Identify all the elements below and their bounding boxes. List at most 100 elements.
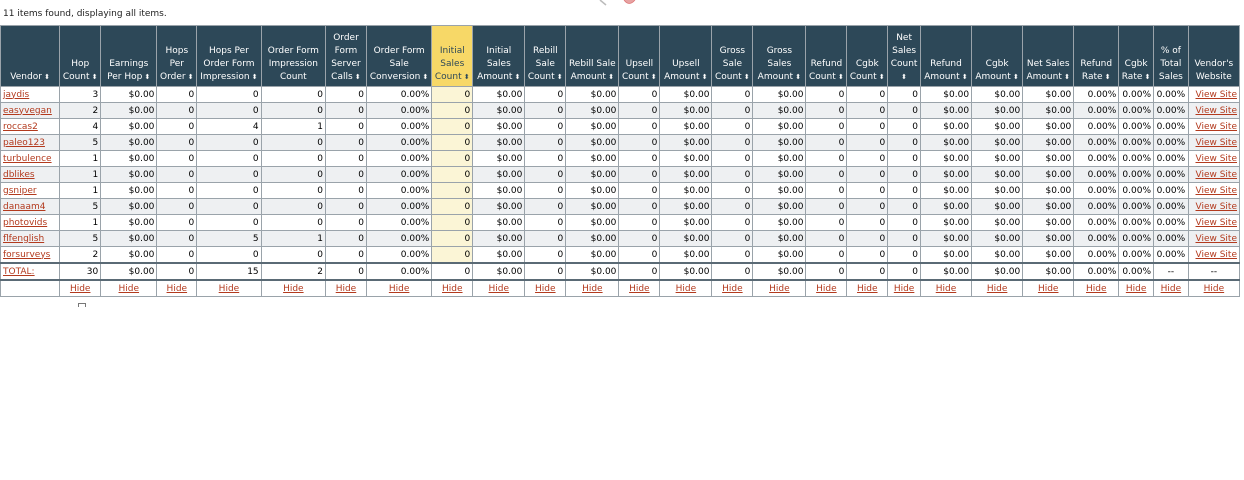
cell-order-form-sale-conversion: 0.00% <box>365 198 433 215</box>
column-header-rebill-sale-count[interactable]: Rebill Sale Count ⬍ <box>524 25 567 87</box>
view-site-link[interactable]: View Site <box>1195 201 1238 212</box>
hide-column-cgbk-amount-link[interactable]: Hide <box>986 283 1008 294</box>
column-header-initial-sales-count[interactable]: Initial Sales Count ⬍ <box>431 25 474 87</box>
view-site-link[interactable]: View Site <box>1195 233 1238 244</box>
hide-column-refund-count-link[interactable]: Hide <box>816 283 837 294</box>
hide-column-hop-count-link[interactable]: Hide <box>69 283 91 294</box>
column-header-gross-sale-count[interactable]: Gross Sale Count ⬍ <box>711 25 754 87</box>
sort-arrows-icon[interactable]: ⬍ <box>699 73 708 81</box>
vendor-link[interactable]: roccas2 <box>3 121 38 132</box>
column-header-vendor[interactable]: Vendor ⬍ <box>0 25 61 87</box>
sort-arrows-icon[interactable]: ⬍ <box>1102 73 1111 81</box>
column-header-hops-per-order-form-impression[interactable]: Hops Per Order Form Impression ⬍ <box>196 25 262 87</box>
hide-column-upsell-amount-link[interactable]: Hide <box>675 283 697 294</box>
sort-arrows-icon[interactable]: ⬍ <box>648 73 657 81</box>
hide-column-gross-sale-count-link[interactable]: Hide <box>722 283 743 294</box>
vendor-link[interactable]: gsniper <box>3 185 37 196</box>
column-header-upsell-amount[interactable]: Upsell Amount ⬍ <box>659 25 713 87</box>
sort-arrows-icon[interactable]: ⬍ <box>741 73 750 81</box>
vendor-link[interactable]: forsurveys <box>3 249 51 260</box>
sort-arrows-icon[interactable]: ⬍ <box>461 73 470 81</box>
hide-cell: Hide <box>805 279 848 297</box>
column-header-initial-sales-amount[interactable]: Initial Sales Amount ⬍ <box>472 25 526 87</box>
vendor-link[interactable]: jaydis <box>3 89 30 100</box>
hide-column-upsell-count-link[interactable]: Hide <box>629 283 650 294</box>
cell-upsell-count: 0 <box>618 246 661 264</box>
column-header-upsell-count[interactable]: Upsell Count ⬍ <box>618 25 661 87</box>
sort-arrows-icon[interactable]: ⬍ <box>185 73 194 81</box>
hide-column-refund-amount-link[interactable]: Hide <box>935 283 957 294</box>
hide-column-earnings-per-hop-link[interactable]: Hide <box>118 283 140 294</box>
total-link[interactable]: TOTAL: <box>3 266 35 277</box>
sort-arrows-icon[interactable]: ⬍ <box>1061 73 1070 81</box>
sort-arrows-icon[interactable]: ⬍ <box>901 73 908 81</box>
sort-arrows-icon[interactable]: ⬍ <box>835 73 844 81</box>
column-header-cgbk-rate[interactable]: Cgbk Rate ⬍ <box>1118 25 1154 87</box>
vendor-link[interactable]: danaam4 <box>3 201 46 212</box>
column-header-hop-count[interactable]: Hop Count ⬍ <box>59 25 102 87</box>
cell-refund-rate: 0.00% <box>1073 246 1120 264</box>
column-header-rebill-sale-amount[interactable]: Rebill Sale Amount ⬍ <box>565 25 620 87</box>
vendor-link[interactable]: flfenglish <box>3 233 45 244</box>
hide-column-order-form-impression-count-link[interactable]: Hide <box>283 283 304 294</box>
hide-column-hops-per-order-form-impression-link[interactable]: Hide <box>218 283 240 294</box>
column-header-gross-sales-amount[interactable]: Gross Sales Amount ⬍ <box>752 25 807 87</box>
hide-column-order-form-sale-conversion-link[interactable]: Hide <box>388 283 410 294</box>
hide-column-initial-sales-amount-link[interactable]: Hide <box>488 283 510 294</box>
hide-column-initial-sales-count-link[interactable]: Hide <box>442 283 463 294</box>
view-site-link[interactable]: View Site <box>1195 89 1238 100</box>
hide-column-vendor-s-website-link[interactable]: Hide <box>1203 283 1225 294</box>
hide-column-gross-sales-amount-link[interactable]: Hide <box>769 283 790 294</box>
vendor-link[interactable]: dblikes <box>3 169 35 180</box>
column-header-net-sales-count[interactable]: Net Sales Count ⬍ <box>887 25 921 87</box>
sort-arrows-icon[interactable]: ⬍ <box>793 73 802 81</box>
sort-arrows-icon[interactable]: ⬍ <box>41 73 50 81</box>
hide-column-refund-rate-link[interactable]: Hide <box>1086 283 1107 294</box>
column-header-refund-rate[interactable]: Refund Rate ⬍ <box>1073 25 1120 87</box>
cell-gross-sale-count: 0 <box>711 230 754 247</box>
view-site-link[interactable]: View Site <box>1195 137 1238 148</box>
view-site-link[interactable]: View Site <box>1195 105 1238 116</box>
hide-column-hops-per-order-link[interactable]: Hide <box>166 283 188 294</box>
sort-arrows-icon[interactable]: ⬍ <box>554 73 563 81</box>
view-site-link[interactable]: View Site <box>1195 249 1238 260</box>
vendor-link[interactable]: easyvegan <box>3 105 52 116</box>
sort-arrows-icon[interactable]: ⬍ <box>1142 73 1151 81</box>
column-header-order-form-sale-conversion[interactable]: Order Form Sale Conversion ⬍ <box>365 25 433 87</box>
sort-arrows-icon[interactable]: ⬍ <box>142 73 151 81</box>
view-site-link[interactable]: View Site <box>1195 185 1238 196</box>
hide-column-pct-of-total-sales-link[interactable]: Hide <box>1160 283 1182 294</box>
hide-column-net-sales-amount-link[interactable]: Hide <box>1037 283 1059 294</box>
sort-arrows-icon[interactable]: ⬍ <box>89 73 98 81</box>
sort-arrows-icon[interactable]: ⬍ <box>876 73 885 81</box>
view-site-link[interactable]: View Site <box>1195 169 1238 180</box>
view-site-link[interactable]: View Site <box>1195 121 1238 132</box>
vendor-link[interactable]: paleo123 <box>3 137 45 148</box>
column-header-order-form-server-calls[interactable]: Order Form Server Calls ⬍ <box>325 25 367 87</box>
sort-arrows-icon[interactable]: ⬍ <box>959 73 968 81</box>
footer-checkbox[interactable] <box>78 303 86 307</box>
sort-arrows-icon[interactable]: ⬍ <box>1010 73 1019 81</box>
hide-column-order-form-server-calls-link[interactable]: Hide <box>335 283 357 294</box>
hide-column-net-sales-count-link[interactable]: Hide <box>893 283 915 294</box>
hide-column-rebill-sale-count-link[interactable]: Hide <box>535 283 556 294</box>
vendor-link[interactable]: turbulence <box>3 153 52 164</box>
column-header-refund-count[interactable]: Refund Count ⬍ <box>805 25 848 87</box>
sort-arrows-icon[interactable]: ⬍ <box>420 73 429 81</box>
sort-arrows-icon[interactable]: ⬍ <box>352 73 361 81</box>
hide-column-cgbk-count-link[interactable]: Hide <box>857 283 878 294</box>
view-site-link[interactable]: View Site <box>1195 153 1238 164</box>
sort-arrows-icon[interactable]: ⬍ <box>605 73 615 81</box>
column-header-earnings-per-hop[interactable]: Earnings Per Hop ⬍ <box>100 25 158 87</box>
view-site-link[interactable]: View Site <box>1195 217 1238 228</box>
vendor-link[interactable]: photovids <box>3 217 48 228</box>
hide-column-rebill-sale-amount-link[interactable]: Hide <box>582 283 603 294</box>
sort-arrows-icon[interactable]: ⬍ <box>512 73 521 81</box>
sort-arrows-icon[interactable]: ⬍ <box>249 73 258 81</box>
column-header-cgbk-count[interactable]: Cgbk Count ⬍ <box>846 25 889 87</box>
column-header-refund-amount[interactable]: Refund Amount ⬍ <box>919 25 973 87</box>
column-header-net-sales-amount[interactable]: Net Sales Amount ⬍ <box>1022 25 1075 87</box>
hide-column-cgbk-rate-link[interactable]: Hide <box>1125 283 1147 294</box>
column-header-cgbk-amount[interactable]: Cgbk Amount ⬍ <box>971 25 1024 87</box>
column-header-hops-per-order[interactable]: Hops Per Order ⬍ <box>156 25 198 87</box>
